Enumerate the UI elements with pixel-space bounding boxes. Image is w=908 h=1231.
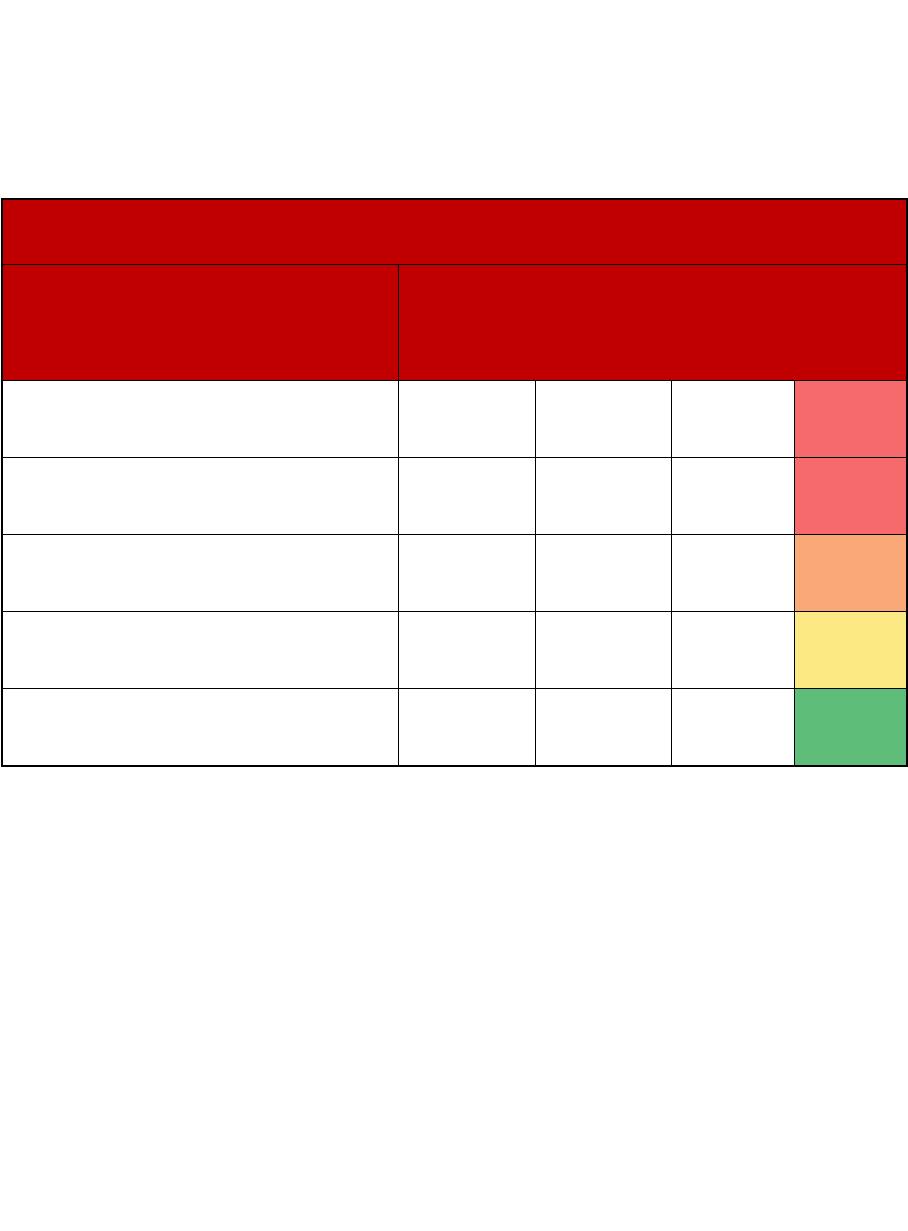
status-color-cell: [793, 534, 908, 612]
row-value-cell: [397, 380, 536, 458]
row-value-cell: [397, 611, 536, 689]
row-label-cell: [1, 380, 399, 458]
row-value-cell: [534, 534, 672, 612]
table-row: [1, 534, 908, 612]
table-row: [1, 611, 908, 689]
row-label-cell: [1, 611, 399, 689]
row-label-cell: [1, 534, 399, 612]
table-row: [1, 380, 908, 458]
subheader-right-cell: [397, 264, 908, 381]
table-subheader-row: [1, 264, 908, 381]
row-value-cell: [534, 457, 672, 535]
table-title-cell: [1, 198, 908, 265]
row-label-cell: [1, 457, 399, 535]
row-value-cell: [670, 534, 795, 612]
subheader-left-cell: [1, 264, 399, 381]
status-color-cell: [793, 380, 908, 458]
row-value-cell: [670, 457, 795, 535]
status-color-cell: [793, 688, 908, 767]
rating-table: [1, 198, 908, 767]
row-value-cell: [670, 688, 795, 767]
table-title-row: [1, 198, 908, 265]
row-label-cell: [1, 688, 399, 767]
row-value-cell: [397, 457, 536, 535]
row-value-cell: [397, 688, 536, 767]
row-value-cell: [534, 611, 672, 689]
row-value-cell: [670, 611, 795, 689]
status-color-cell: [793, 457, 908, 535]
status-color-cell: [793, 611, 908, 689]
table-row: [1, 688, 908, 767]
row-value-cell: [397, 534, 536, 612]
row-value-cell: [534, 380, 672, 458]
row-value-cell: [670, 380, 795, 458]
table-row: [1, 457, 908, 535]
row-value-cell: [534, 688, 672, 767]
